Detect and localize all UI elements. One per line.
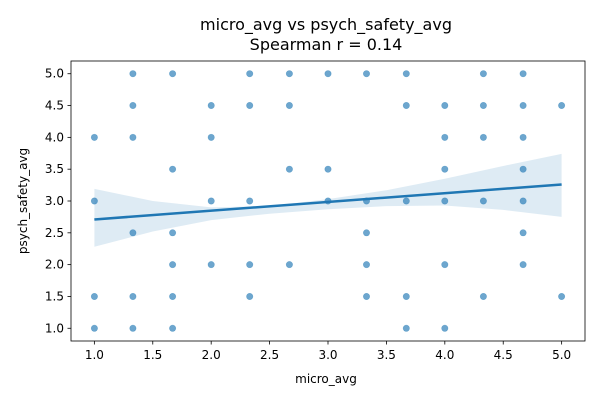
scatter-point bbox=[441, 261, 449, 269]
x-tick-label: 2.0 bbox=[202, 348, 221, 362]
scatter-point bbox=[246, 292, 254, 300]
y-tick-label: 2.5 bbox=[45, 226, 64, 240]
scatter-point bbox=[519, 102, 527, 110]
scatter-point bbox=[441, 165, 449, 173]
scatter-point bbox=[479, 102, 487, 110]
x-tick-label: 2.5 bbox=[260, 348, 279, 362]
scatter-point bbox=[129, 133, 137, 141]
scatter-point bbox=[246, 70, 254, 78]
scatter-point bbox=[402, 70, 410, 78]
scatter-point bbox=[479, 197, 487, 205]
scatter-point bbox=[129, 292, 137, 300]
scatter-point bbox=[129, 229, 137, 237]
scatter-point bbox=[441, 102, 449, 110]
scatter-point bbox=[558, 102, 566, 110]
x-axis-label: micro_avg bbox=[295, 372, 357, 386]
y-tick-label: 1.0 bbox=[45, 321, 64, 335]
x-tick-label: 3.0 bbox=[318, 348, 337, 362]
scatter-point bbox=[324, 70, 332, 78]
scatter-point bbox=[402, 292, 410, 300]
scatter-point bbox=[246, 102, 254, 110]
scatter-point bbox=[90, 324, 98, 332]
scatter-point bbox=[285, 261, 293, 269]
x-tick-label: 4.0 bbox=[435, 348, 454, 362]
scatter-point bbox=[169, 324, 177, 332]
scatter-point bbox=[285, 102, 293, 110]
scatter-point bbox=[246, 197, 254, 205]
x-axis-ticks: 1.0 1.5 2.0 2.5 3.0 3.5 4.0 4.5 5.0 bbox=[85, 341, 571, 362]
scatter-point bbox=[479, 292, 487, 300]
scatter-point bbox=[441, 324, 449, 332]
y-tick-label: 4.5 bbox=[45, 99, 64, 113]
scatter-point bbox=[169, 165, 177, 173]
scatter-point bbox=[519, 229, 527, 237]
scatter-point bbox=[402, 324, 410, 332]
scatter-point bbox=[362, 292, 370, 300]
scatter-point bbox=[285, 70, 293, 78]
scatter-point bbox=[169, 229, 177, 237]
scatter-point bbox=[441, 133, 449, 141]
x-tick-label: 1.5 bbox=[143, 348, 162, 362]
scatter-point bbox=[324, 165, 332, 173]
scatter-point bbox=[519, 133, 527, 141]
scatter-point bbox=[285, 165, 293, 173]
scatter-point bbox=[362, 70, 370, 78]
scatter-point bbox=[169, 70, 177, 78]
scatter-point bbox=[90, 292, 98, 300]
scatter-point bbox=[479, 133, 487, 141]
chart-title: micro_avg vs psych_safety_avg bbox=[200, 15, 452, 35]
y-axis-ticks: 1.0 1.5 2.0 2.5 3.0 3.5 4.0 4.5 5.0 bbox=[45, 67, 71, 335]
regression-line bbox=[94, 183, 562, 221]
x-tick-label: 3.5 bbox=[377, 348, 396, 362]
scatter-point bbox=[90, 133, 98, 141]
chart-subtitle: Spearman r = 0.14 bbox=[250, 35, 403, 54]
scatter-point bbox=[519, 261, 527, 269]
y-axis-label: psych_safety_avg bbox=[16, 148, 30, 254]
scatter-point bbox=[129, 324, 137, 332]
scatter-point bbox=[519, 70, 527, 78]
scatter-point bbox=[246, 261, 254, 269]
scatter-point bbox=[129, 70, 137, 78]
scatter-point bbox=[90, 197, 98, 205]
scatter-point bbox=[362, 229, 370, 237]
scatter-point bbox=[362, 261, 370, 269]
scatter-points-layer bbox=[90, 70, 566, 332]
scatter-point bbox=[402, 197, 410, 205]
scatter-point bbox=[169, 292, 177, 300]
y-tick-label: 5.0 bbox=[45, 67, 64, 81]
x-tick-label: 5.0 bbox=[552, 348, 571, 362]
y-tick-label: 1.5 bbox=[45, 289, 64, 303]
scatter-point bbox=[519, 165, 527, 173]
y-tick-label: 3.0 bbox=[45, 194, 64, 208]
scatter-point bbox=[207, 133, 215, 141]
scatter-point bbox=[402, 102, 410, 110]
scatter-point bbox=[207, 102, 215, 110]
scatter-point bbox=[519, 197, 527, 205]
scatter-point bbox=[558, 292, 566, 300]
scatter-point bbox=[129, 102, 137, 110]
scatter-point bbox=[207, 197, 215, 205]
x-tick-label: 4.5 bbox=[494, 348, 513, 362]
x-tick-label: 1.0 bbox=[85, 348, 104, 362]
scatter-point bbox=[207, 261, 215, 269]
y-tick-label: 3.5 bbox=[45, 162, 64, 176]
scatter-point bbox=[441, 197, 449, 205]
scatter-point bbox=[479, 70, 487, 78]
regression-line-layer bbox=[94, 183, 562, 221]
y-tick-label: 4.0 bbox=[45, 130, 64, 144]
scatter-point bbox=[169, 261, 177, 269]
y-tick-label: 2.0 bbox=[45, 258, 64, 272]
